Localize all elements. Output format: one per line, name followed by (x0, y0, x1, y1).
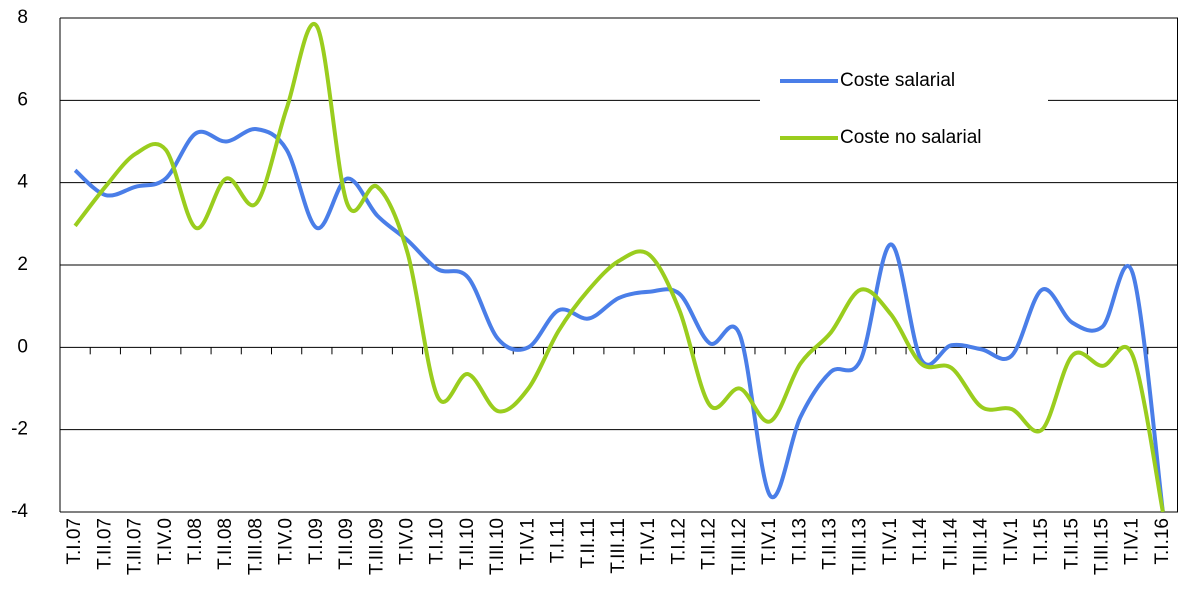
x-tick-label: T.IV.0 (155, 518, 176, 565)
x-tick-label: T.I.10 (427, 518, 448, 564)
y-tick-label: 6 (17, 89, 28, 110)
plot-lines (73, 21, 1165, 512)
x-tick-label: T.IV.1 (517, 518, 538, 565)
x-tick-label: T.I.07 (64, 518, 85, 564)
x-tick-label: T.IV.0 (397, 518, 418, 565)
x-tick-label: T.II.14 (940, 518, 961, 570)
x-tick-label: T.I.12 (668, 518, 689, 564)
x-tick-label: T.IV.1 (759, 518, 780, 565)
legend: Coste salarial Coste no salarial (760, 60, 1048, 180)
x-tick-label: T.I.16 (1152, 518, 1173, 564)
x-tick-label: T.III.07 (125, 518, 146, 575)
x-tick-label: T.III.11 (608, 518, 629, 574)
x-tick-label: T.IV.1 (1001, 518, 1022, 565)
x-tick-label: T.II.11 (578, 518, 599, 568)
x-tick-label: T.I.15 (1031, 518, 1052, 564)
x-tick-label: T.III.13 (850, 518, 871, 575)
x-tick-label: T.IV.1 (638, 518, 659, 565)
y-tick-label: -2 (11, 419, 28, 440)
x-tick-label: T.II.13 (820, 518, 841, 570)
x-tick-label: T.I.11 (548, 518, 569, 563)
x-tick-label: T.II.07 (94, 518, 115, 570)
x-tick-label: T.III.12 (729, 518, 750, 575)
x-tick-label: T.III.10 (487, 518, 508, 575)
x-tick-label: T.II.15 (1061, 518, 1082, 570)
series-line (73, 21, 1165, 512)
y-tick-label: -4 (11, 501, 28, 522)
y-tick-label: 0 (17, 336, 28, 357)
x-tick-label: T.I.13 (789, 518, 810, 564)
x-tick-label: T.II.12 (699, 518, 720, 570)
grid (59, 17, 1178, 513)
y-tick-label: 8 (17, 7, 28, 28)
x-tick-label: T.III.14 (971, 518, 992, 575)
x-tick-label: T.I.09 (306, 518, 327, 564)
x-tick-label: T.III.15 (1091, 518, 1112, 575)
x-tick-label: T.III.09 (366, 518, 387, 575)
x-tick-label: T.III.08 (245, 518, 266, 575)
x-tick-label: T.I.14 (910, 518, 931, 565)
labels: -4 -2 0 2 4 6 8 T.I.07 T.II.07 T.III.07 T.IV.0 T.I.… (11, 7, 1173, 575)
x-tick-label: T.I.08 (185, 518, 206, 564)
x-tick-label: T.II.09 (336, 518, 357, 570)
y-tick-label: 4 (17, 172, 28, 193)
x-tick-label: T.IV.1 (880, 518, 901, 565)
series-line (73, 127, 1165, 512)
y-tick-label: 2 (17, 254, 28, 275)
legend-label: Coste no salarial (840, 127, 982, 148)
x-tick-label: T.II.08 (215, 518, 236, 570)
x-tick-label: T.II.10 (457, 518, 478, 570)
legend-label: Coste salarial (840, 70, 955, 91)
x-tick-label: T.IV.1 (1122, 518, 1143, 565)
x-tick-label: T.IV.0 (276, 518, 297, 565)
